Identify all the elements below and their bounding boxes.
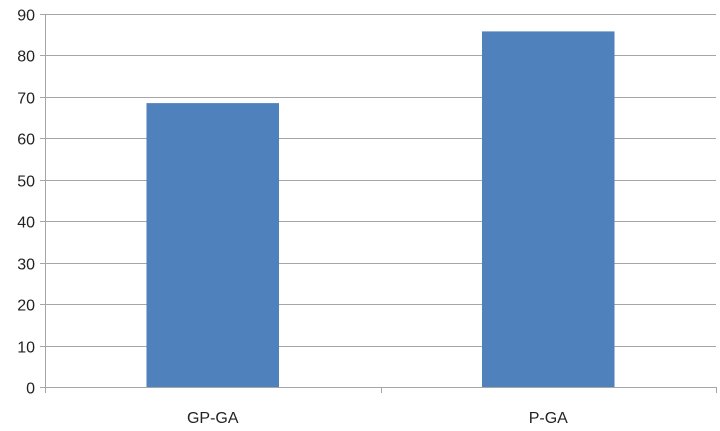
y-tick-label: 30 [17, 257, 35, 274]
bars [146, 31, 615, 387]
x-category-labels: GP-GA P-GA [187, 410, 568, 427]
y-tick-label: 70 [17, 91, 35, 108]
y-tick-labels: 0 10 20 30 40 50 60 70 80 90 [17, 8, 35, 398]
y-tick-label: 20 [17, 298, 35, 315]
bar-gp-ga [146, 103, 280, 387]
y-tick-label: 80 [17, 49, 35, 66]
x-category-label: GP-GA [187, 410, 239, 427]
y-tick-label: 90 [17, 8, 35, 25]
y-tick-label: 60 [17, 132, 35, 149]
x-category-label: P-GA [529, 410, 568, 427]
y-tick-label: 10 [17, 340, 35, 357]
axes [40, 14, 717, 393]
bar-p-ga [481, 31, 615, 387]
gridlines [45, 14, 716, 347]
y-tick-label: 50 [17, 174, 35, 191]
y-tick-label: 40 [17, 215, 35, 232]
y-tick-label: 0 [26, 381, 35, 398]
